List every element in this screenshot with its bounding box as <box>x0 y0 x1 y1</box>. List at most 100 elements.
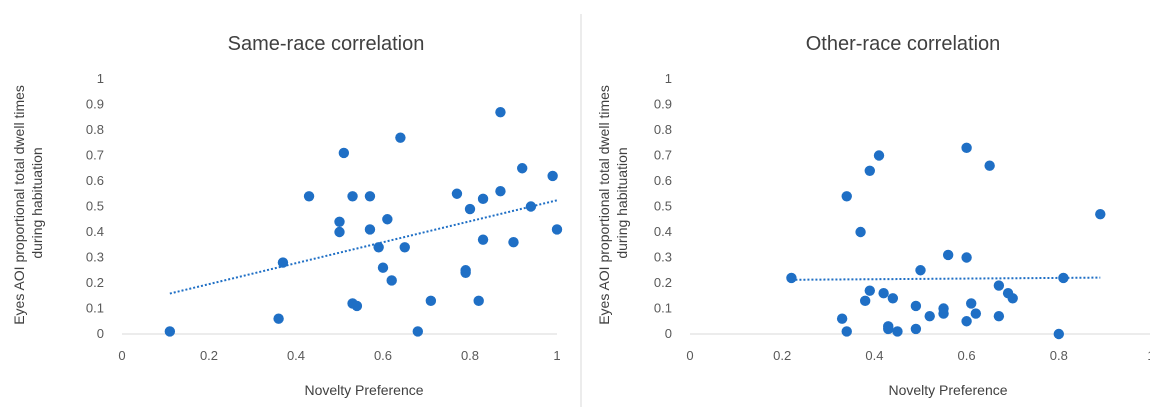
other-race-data-point <box>993 280 1005 291</box>
same-race-data-point <box>551 224 563 235</box>
other-race-data-point <box>878 288 889 299</box>
same-race-points <box>164 106 563 337</box>
same-race-y-tick-label: 0.1 <box>86 301 104 316</box>
same-race-y-tick-label: 0.3 <box>86 250 104 265</box>
same-race-data-point <box>495 106 506 118</box>
other-race-data-point <box>1007 293 1018 304</box>
same-race-y-tick-label: 0.5 <box>86 199 104 214</box>
other-race-y-label: Eyes AOI proportional total dwell times … <box>596 81 630 325</box>
same-race-data-point <box>364 224 376 235</box>
other-race-y-tick-label: 1 <box>665 71 672 86</box>
same-race-data-point <box>334 216 345 227</box>
other-race-y-tick-label: 0.5 <box>654 199 672 214</box>
same-race-y-ticks: 0 0.1 0.2 0.3 0.4 0.5 0.6 0.7 0.8 0.9 1 <box>86 71 104 341</box>
same-race-y-label: Eyes AOI proportional total dwell times … <box>11 81 45 325</box>
same-race-data-point <box>338 147 350 159</box>
other-race-x-label: Novelty Preference <box>888 382 1007 398</box>
same-race-y-tick-label: 0.6 <box>86 173 104 188</box>
other-race-data-point <box>887 293 899 304</box>
other-race-panel: Other-race correlation 0 0.1 0.2 0.3 0.4 0.5 0… <box>596 33 1150 398</box>
other-race-data-point <box>864 165 875 176</box>
same-race-data-point <box>477 193 489 205</box>
same-race-data-point <box>273 313 284 324</box>
other-race-data-point <box>910 300 922 312</box>
other-race-data-point <box>859 295 871 307</box>
same-race-data-point <box>464 203 476 215</box>
other-race-data-point <box>970 308 982 319</box>
other-race-y-label-line2: during habituation <box>614 147 630 258</box>
other-race-y-tick-label: 0.1 <box>654 301 672 316</box>
same-race-data-point <box>386 275 397 286</box>
other-race-x-tick-label: 0 <box>686 348 693 363</box>
other-race-y-label-line1: Eyes AOI proportional total dwell times <box>596 85 612 325</box>
same-race-y-tick-label: 1 <box>97 71 104 86</box>
same-race-panel: Same-race correlation 0 0.1 0.2 0.3 0.4 0.5 0.… <box>11 33 563 398</box>
same-race-trendline <box>169 199 558 295</box>
other-race-data-point <box>864 285 875 296</box>
same-race-y-tick-label: 0.8 <box>86 122 104 137</box>
other-race-x-tick-label: 0.8 <box>1050 348 1068 363</box>
other-race-data-point <box>1058 272 1069 284</box>
same-race-data-point <box>525 201 537 212</box>
other-race-data-point <box>910 323 922 335</box>
other-race-data-point <box>961 316 972 327</box>
other-race-x-ticks: 0 0.2 0.4 0.6 0.8 1 <box>686 348 1150 363</box>
same-race-data-point <box>164 326 176 337</box>
same-race-x-label: Novelty Preference <box>304 382 423 398</box>
other-race-data-point <box>915 265 926 276</box>
same-race-y-label-line1: Eyes AOI proportional total dwell times <box>11 85 27 325</box>
other-race-y-tick-label: 0 <box>665 326 672 341</box>
same-race-data-point <box>473 295 484 307</box>
same-race-data-point <box>451 188 463 199</box>
same-race-x-tick-label: 0.2 <box>200 348 218 363</box>
other-race-y-tick-label: 0.2 <box>654 275 672 290</box>
other-race-x-tick-label: 0.6 <box>958 348 976 363</box>
same-race-y-tick-label: 0.9 <box>86 97 104 112</box>
same-race-data-point <box>347 191 358 202</box>
same-race-data-point <box>395 132 406 143</box>
same-race-data-point <box>364 191 376 202</box>
other-race-data-point <box>841 326 852 337</box>
other-race-data-point <box>942 249 954 261</box>
same-race-data-point <box>351 300 363 312</box>
other-race-y-tick-label: 0.7 <box>654 148 672 163</box>
same-race-data-point <box>412 326 423 337</box>
other-race-data-point <box>1095 208 1106 220</box>
same-race-data-point <box>399 242 410 253</box>
same-race-x-tick-label: 0.8 <box>461 348 479 363</box>
same-race-x-ticks: 0 0.2 0.4 0.6 0.8 1 <box>118 348 560 363</box>
same-race-title: Same-race correlation <box>228 33 425 55</box>
other-race-data-point <box>993 310 1005 322</box>
other-race-data-point <box>1053 328 1065 340</box>
same-race-data-point <box>303 191 315 202</box>
same-race-y-tick-label: 0.2 <box>86 275 104 290</box>
same-race-data-point <box>508 237 519 248</box>
other-race-data-point <box>938 308 949 319</box>
same-race-data-point <box>547 170 558 182</box>
other-race-trendline <box>791 276 1101 281</box>
same-race-data-point <box>277 257 289 268</box>
same-race-data-point <box>477 234 489 245</box>
same-race-data-point <box>334 226 345 238</box>
other-race-y-tick-label: 0.3 <box>654 250 672 265</box>
other-race-data-point <box>924 310 935 322</box>
other-race-data-point <box>961 142 972 154</box>
other-race-data-point <box>892 326 903 337</box>
same-race-data-point <box>425 295 437 307</box>
same-race-data-point <box>460 267 471 278</box>
other-race-data-point <box>855 226 866 238</box>
same-race-data-point <box>517 163 528 174</box>
same-race-x-tick-label: 1 <box>553 348 560 363</box>
other-race-y-tick-label: 0.8 <box>654 122 672 137</box>
same-race-x-tick-label: 0.6 <box>374 348 392 363</box>
other-race-data-point <box>966 298 977 309</box>
other-race-y-ticks: 0 0.1 0.2 0.3 0.4 0.5 0.6 0.7 0.8 0.9 1 <box>654 71 672 341</box>
other-race-data-point <box>984 160 995 171</box>
other-race-title: Other-race correlation <box>806 33 1001 55</box>
other-race-data-point <box>836 313 848 324</box>
other-race-y-tick-label: 0.4 <box>654 224 672 239</box>
other-race-data-point <box>961 252 972 263</box>
same-race-y-tick-label: 0.4 <box>86 224 104 239</box>
same-race-data-point <box>377 262 389 273</box>
other-race-y-tick-label: 0.9 <box>654 97 672 112</box>
